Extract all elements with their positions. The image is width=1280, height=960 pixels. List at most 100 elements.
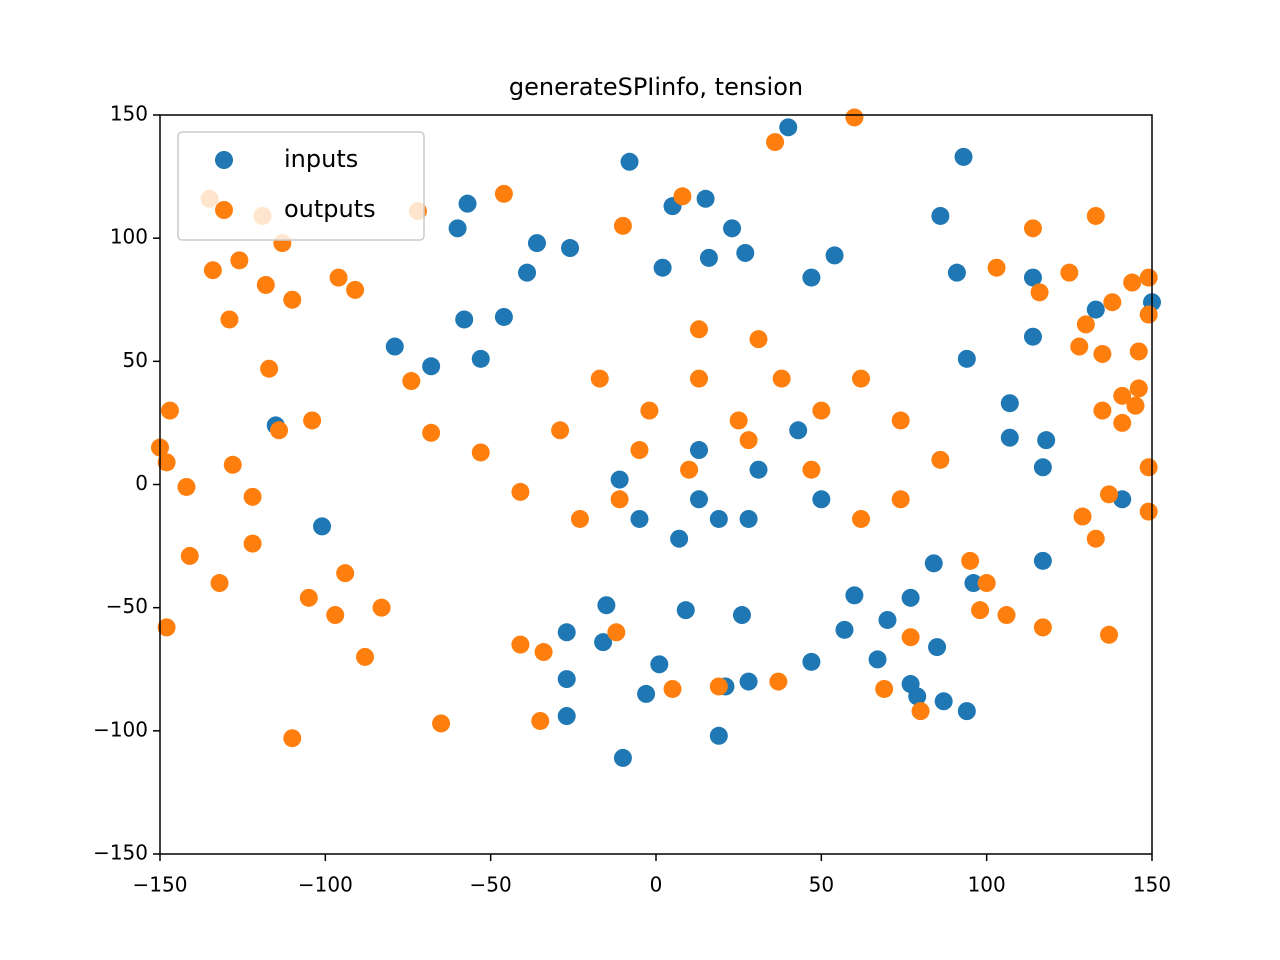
point — [531, 711, 550, 730]
point — [987, 258, 1006, 277]
point — [1023, 268, 1042, 287]
point — [432, 714, 451, 733]
point — [594, 633, 613, 652]
point — [845, 108, 864, 127]
point — [901, 588, 920, 607]
point — [961, 551, 980, 570]
legend-marker — [215, 201, 233, 219]
point — [653, 258, 672, 277]
y-tick-label: 50 — [123, 348, 148, 372]
y-tick-label: 150 — [110, 102, 148, 126]
x-tick-label: −50 — [470, 873, 512, 897]
point — [875, 679, 894, 698]
point — [1086, 206, 1105, 225]
point — [494, 184, 513, 203]
point — [878, 610, 897, 629]
point — [891, 411, 910, 430]
point — [1023, 327, 1042, 346]
point — [570, 509, 589, 528]
point — [303, 411, 322, 430]
point — [610, 470, 629, 489]
point — [650, 655, 669, 674]
point — [422, 423, 441, 442]
point — [1023, 219, 1042, 238]
point — [1139, 268, 1158, 287]
point — [680, 460, 699, 479]
point — [825, 246, 844, 265]
point — [689, 441, 708, 460]
point — [723, 219, 742, 238]
point — [911, 702, 930, 721]
point — [448, 219, 467, 238]
point — [812, 490, 831, 509]
point — [223, 455, 242, 474]
point — [709, 677, 728, 696]
point — [1129, 342, 1148, 361]
point — [511, 635, 530, 654]
x-tick-label: 100 — [968, 873, 1006, 897]
point — [891, 490, 910, 509]
point — [931, 450, 950, 469]
point — [699, 248, 718, 267]
point — [1037, 431, 1056, 450]
legend: inputs outputs — [177, 131, 425, 241]
point — [689, 490, 708, 509]
point — [551, 421, 570, 440]
point — [924, 554, 943, 573]
y-tick-label: −150 — [93, 841, 148, 865]
x-tick-label: 150 — [1133, 873, 1171, 897]
point — [709, 726, 728, 745]
point — [957, 349, 976, 368]
x-tick-label: 50 — [809, 873, 834, 897]
point — [336, 564, 355, 583]
point — [299, 588, 318, 607]
series-outputs — [151, 108, 1158, 748]
point — [243, 534, 262, 553]
point — [203, 261, 222, 280]
point — [1030, 283, 1049, 302]
x-tick-label: −100 — [298, 873, 353, 897]
point — [749, 460, 768, 479]
point — [802, 460, 821, 479]
point — [934, 692, 953, 711]
point — [1076, 315, 1095, 334]
point — [1129, 379, 1148, 398]
point — [1000, 428, 1019, 447]
point — [1139, 458, 1158, 477]
point — [471, 443, 490, 462]
x-tick-label: 0 — [650, 873, 663, 897]
point — [772, 369, 791, 388]
point — [1060, 263, 1079, 282]
point — [640, 401, 659, 420]
point — [676, 601, 695, 620]
point — [1033, 618, 1052, 637]
point — [928, 638, 947, 657]
point — [802, 268, 821, 287]
point — [630, 441, 649, 460]
point — [1093, 344, 1112, 363]
point — [766, 133, 785, 152]
point — [670, 529, 689, 548]
point — [329, 268, 348, 287]
point — [458, 194, 477, 213]
point — [789, 421, 808, 440]
point — [736, 243, 755, 262]
point — [845, 586, 864, 605]
point — [696, 189, 715, 208]
point — [557, 623, 576, 642]
point — [1103, 293, 1122, 312]
point — [739, 431, 758, 450]
point — [954, 147, 973, 166]
point — [494, 307, 513, 326]
point — [534, 643, 553, 662]
point — [779, 118, 798, 137]
point — [1000, 394, 1019, 413]
y-tick-label: −100 — [93, 717, 148, 741]
point — [673, 187, 692, 206]
point — [455, 310, 474, 329]
point — [637, 684, 656, 703]
point — [901, 628, 920, 647]
point — [977, 574, 996, 593]
point — [908, 687, 927, 706]
y-tick-label: −50 — [106, 594, 148, 618]
